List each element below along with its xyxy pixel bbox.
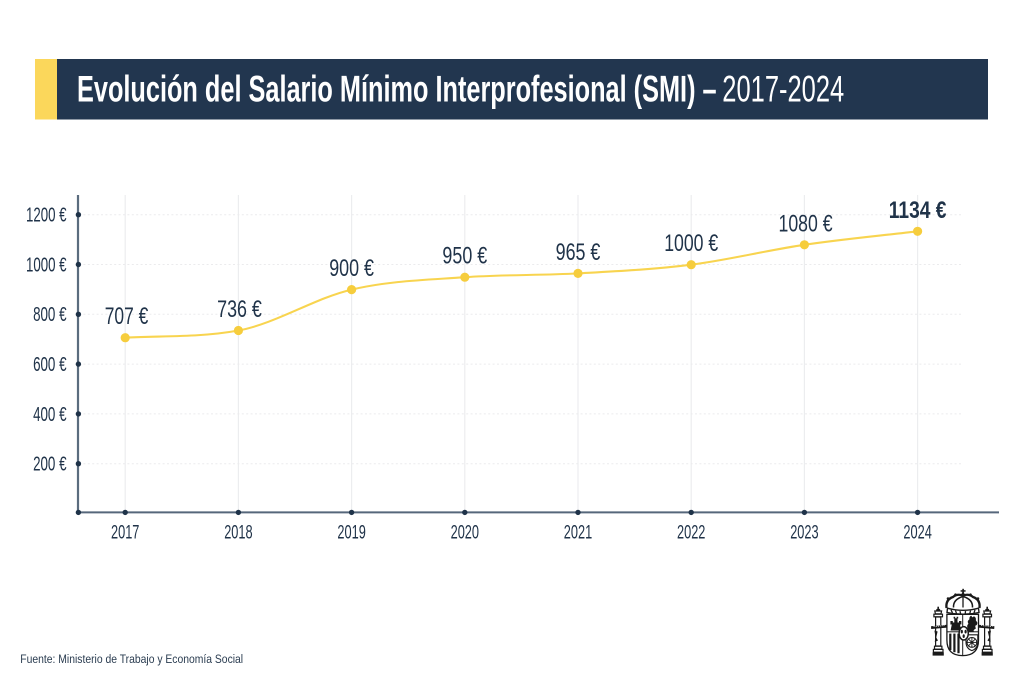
- svg-text:2017-2024: 2017-2024: [722, 68, 844, 110]
- svg-text:2023: 2023: [790, 522, 818, 543]
- svg-text:2024: 2024: [903, 522, 931, 543]
- svg-text:600 €: 600 €: [33, 353, 67, 375]
- svg-text:900 €: 900 €: [329, 256, 374, 282]
- svg-text:Fuente: Ministerio de Trabajo: Fuente: Ministerio de Trabajo y Economía…: [20, 654, 243, 667]
- svg-text:1200 €: 1200 €: [26, 204, 67, 226]
- svg-text:2019: 2019: [337, 522, 365, 543]
- svg-text:800 €: 800 €: [33, 304, 67, 326]
- svg-text:950 €: 950 €: [442, 243, 487, 269]
- svg-text:2021: 2021: [564, 522, 592, 543]
- svg-text:965 €: 965 €: [556, 239, 601, 265]
- svg-text:1134 €: 1134 €: [889, 196, 947, 224]
- svg-text:Evolución del Salario Mínimo I: Evolución del Salario Mínimo Interprofes…: [77, 68, 717, 110]
- svg-text:1080 €: 1080 €: [778, 211, 832, 237]
- svg-text:2018: 2018: [224, 522, 252, 543]
- svg-text:707 €: 707 €: [105, 304, 149, 330]
- svg-text:1000 €: 1000 €: [26, 254, 67, 276]
- svg-text:2020: 2020: [451, 522, 479, 543]
- svg-text:2022: 2022: [677, 522, 705, 543]
- svg-text:1000 €: 1000 €: [664, 231, 718, 257]
- svg-text:2017: 2017: [111, 522, 139, 543]
- svg-text:200 €: 200 €: [33, 453, 67, 475]
- svg-text:400 €: 400 €: [33, 403, 67, 425]
- svg-text:736 €: 736 €: [217, 297, 262, 323]
